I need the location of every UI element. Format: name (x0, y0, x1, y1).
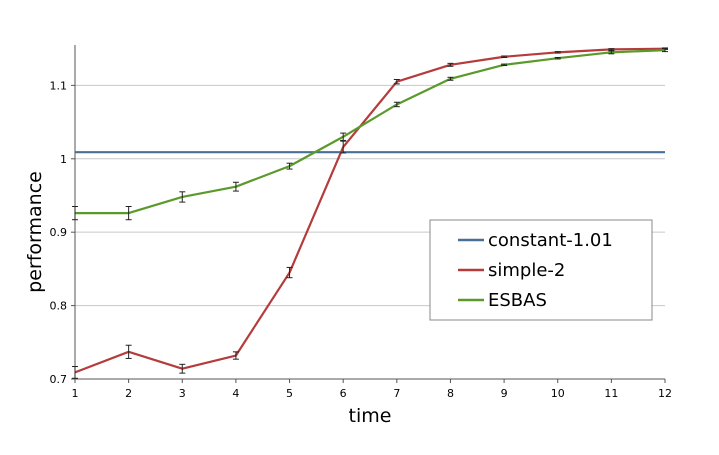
x-tick-label: 9 (501, 387, 508, 400)
x-tick-label: 12 (658, 387, 672, 400)
x-tick-label: 8 (447, 387, 454, 400)
series-simple-2 (72, 47, 668, 379)
series-line-ESBAS (75, 49, 666, 215)
y-axis-label: performance (24, 171, 46, 293)
x-tick-label: 6 (340, 387, 347, 400)
y-tick-label: 0.8 (50, 300, 68, 313)
y-tick-label: 0.7 (50, 373, 68, 386)
series-group (72, 47, 668, 379)
x-tick-label: 11 (604, 387, 618, 400)
x-tick-label: 2 (125, 387, 132, 400)
x-tick-label: 4 (232, 387, 239, 400)
x-tick-label: 3 (179, 387, 186, 400)
series-line-simple-2 (74, 47, 666, 374)
y-tick-label: 0.9 (50, 226, 68, 239)
x-tick-label: 1 (72, 387, 79, 400)
legend-label: constant-1.01 (488, 230, 613, 251)
y-tick-labels: 0.7 0.8 0.9 1 1.1 (50, 79, 68, 386)
y-tick-label: 1 (60, 153, 67, 166)
x-axis-label: time (349, 405, 392, 427)
legend: constant-1.01 simple-2 ESBAS (429, 219, 653, 321)
x-tick-label: 10 (551, 387, 565, 400)
legend-label: ESBAS (488, 290, 547, 311)
x-tick-label: 7 (393, 387, 400, 400)
x-tick-label: 5 (286, 387, 293, 400)
axes (74, 45, 666, 383)
legend-label: simple-2 (488, 260, 565, 281)
x-tick-labels: 1 2 3 4 5 6 7 8 9 10 11 12 (72, 387, 673, 400)
series-ESBAS (72, 48, 668, 221)
y-tick-label: 1.1 (50, 79, 68, 92)
